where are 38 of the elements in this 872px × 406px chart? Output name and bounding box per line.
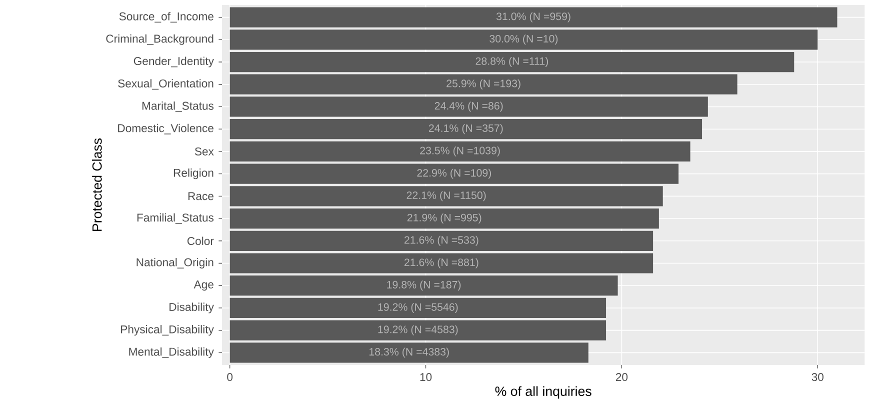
- data-label: 19.2% (N =4583): [378, 325, 458, 336]
- y-tick-label: Domestic_Violence: [118, 124, 214, 134]
- data-label: 19.8% (N =187): [387, 280, 461, 291]
- data-label: 28.8% (N =111): [476, 57, 548, 67]
- y-tick-label: Gender_Identity: [134, 56, 214, 68]
- y-axis-title: Protected Class: [92, 138, 102, 231]
- data-label: 31.0% (N =959): [496, 12, 570, 22]
- x-tick-label: 10: [420, 373, 432, 382]
- y-tick-label: Source_of_Income: [119, 12, 214, 23]
- data-label: 24.1% (N =357): [428, 124, 503, 134]
- x-tick-label: 20: [616, 373, 628, 382]
- x-tick-label: 30: [812, 373, 824, 382]
- y-tick-label: Physical_Disability: [121, 325, 214, 336]
- y-tick-label: Marital_Status: [142, 101, 214, 112]
- data-label: 22.1% (N =1150): [406, 191, 486, 202]
- data-label: 21.6% (N =533): [404, 236, 478, 246]
- y-tick-label: Color: [187, 236, 214, 246]
- data-label: 30.0% (N =10): [490, 34, 558, 45]
- data-label: 21.9% (N =995): [407, 214, 482, 224]
- y-tick-label: National_Origin: [136, 258, 214, 269]
- y-tick-label: Religion: [174, 168, 214, 180]
- y-tick-label: Disability: [170, 302, 214, 314]
- y-tick-label: Mental_Disability: [129, 347, 214, 358]
- data-label: 19.2% (N =5546): [378, 302, 458, 313]
- x-tick-label: 0: [227, 373, 233, 382]
- data-label: 23.5% (N =1039): [420, 146, 500, 156]
- data-label: 18.3% (N =4383): [369, 348, 449, 358]
- y-tick-label: Sex: [194, 147, 214, 156]
- y-tick-label: Criminal_Background: [106, 34, 214, 45]
- y-tick-label: Sexual_Orientation: [118, 79, 214, 90]
- data-label: 25.9% (N =193): [446, 79, 520, 90]
- y-tick-label: Race: [188, 192, 214, 200]
- data-label: 22.9% (N =109): [417, 168, 491, 179]
- data-label: 24.4% (N =86): [434, 102, 503, 112]
- x-axis-title: % of all inquiries: [495, 386, 592, 399]
- y-tick-label: Age: [194, 280, 214, 291]
- data-label: 21.6% (N =881): [404, 258, 478, 268]
- y-tick-label: Familial_Status: [137, 213, 214, 224]
